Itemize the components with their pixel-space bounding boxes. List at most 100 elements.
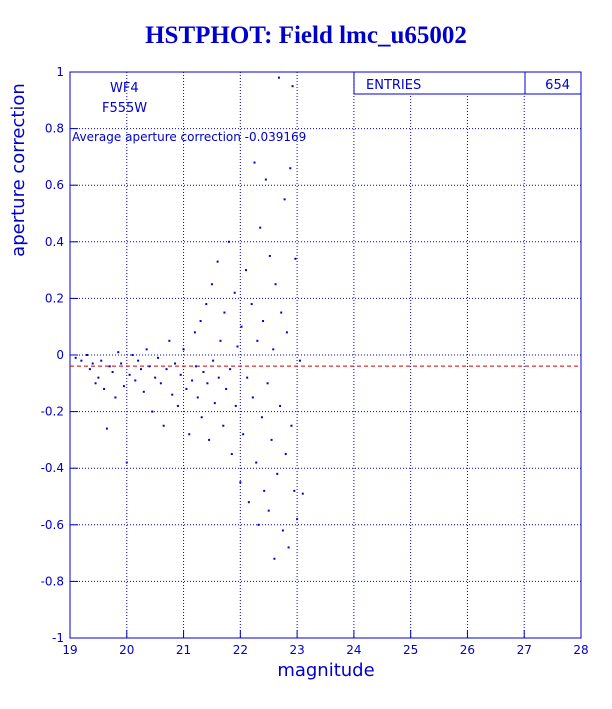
data-point xyxy=(193,331,196,334)
data-point xyxy=(268,254,271,257)
data-points xyxy=(74,76,304,560)
data-point xyxy=(273,557,276,560)
page-title: HSTPHOT: Field lmc_u65002 xyxy=(145,22,467,49)
x-tick-label: 19 xyxy=(62,643,77,657)
data-point xyxy=(227,240,230,243)
data-point xyxy=(200,416,203,419)
data-point xyxy=(257,523,260,526)
x-tick-label: 25 xyxy=(403,643,418,657)
data-point xyxy=(283,198,286,201)
y-tick-label: 1 xyxy=(56,65,64,79)
data-point xyxy=(251,396,254,399)
data-point xyxy=(182,348,185,351)
data-point xyxy=(195,365,198,368)
data-point xyxy=(242,433,245,436)
filter-label: F555W xyxy=(102,101,147,116)
data-point xyxy=(86,354,89,356)
data-point xyxy=(217,376,220,379)
data-point xyxy=(281,529,284,532)
y-tick-label: 0.8 xyxy=(45,122,64,136)
data-point xyxy=(205,303,208,306)
x-tick-label: 26 xyxy=(460,643,475,657)
data-point xyxy=(159,382,162,385)
data-point xyxy=(108,365,111,368)
data-point xyxy=(157,356,160,359)
data-point xyxy=(277,76,280,79)
data-point xyxy=(188,433,191,436)
x-tick-label: 28 xyxy=(573,643,588,657)
data-point xyxy=(255,461,258,464)
y-tick-label: -0.4 xyxy=(41,461,64,475)
y-tick-label: -0.6 xyxy=(41,518,64,532)
data-point xyxy=(94,382,97,385)
data-point xyxy=(225,387,228,390)
data-point xyxy=(272,348,275,351)
y-tick-label: -1 xyxy=(52,631,64,645)
data-point xyxy=(148,365,151,368)
data-point xyxy=(233,291,236,294)
data-point xyxy=(208,438,211,441)
data-point xyxy=(122,385,125,388)
data-point xyxy=(199,320,202,323)
data-point xyxy=(290,424,293,427)
data-point xyxy=(162,424,165,427)
data-point xyxy=(74,356,77,359)
data-point xyxy=(145,348,148,351)
data-point xyxy=(250,303,253,306)
data-point xyxy=(236,345,239,348)
data-point xyxy=(270,438,273,441)
axis-ticks xyxy=(69,71,582,639)
data-point xyxy=(117,351,120,354)
y-tick-label: -0.2 xyxy=(41,405,64,419)
data-point xyxy=(196,396,199,399)
x-tick-label: 22 xyxy=(233,643,248,657)
data-point xyxy=(287,546,290,549)
x-axis-label: magnitude xyxy=(277,660,374,681)
data-point xyxy=(239,481,242,484)
data-point xyxy=(216,260,219,263)
data-point xyxy=(185,387,188,390)
data-point xyxy=(111,370,114,373)
data-point xyxy=(125,461,128,464)
entries-value: 654 xyxy=(545,78,570,93)
y-tick-label: 0.4 xyxy=(45,235,64,249)
data-point xyxy=(114,396,117,399)
data-point xyxy=(165,368,168,371)
grid-lines xyxy=(70,72,581,638)
data-point xyxy=(266,382,269,385)
data-point xyxy=(137,359,140,362)
y-tick-label: 0 xyxy=(56,348,64,362)
data-point xyxy=(298,359,301,362)
data-point xyxy=(131,354,134,356)
data-point xyxy=(294,257,297,260)
data-point xyxy=(222,424,225,427)
data-point xyxy=(253,161,256,164)
data-point xyxy=(80,359,83,362)
data-point xyxy=(134,379,137,382)
data-point xyxy=(279,404,282,407)
data-point xyxy=(240,325,243,328)
data-point xyxy=(223,311,226,314)
y-tick-labels: 1 0.8 0.6 0.4 0.2 0 -0.2 -0.4 -0.6 -0.8 -1 xyxy=(41,65,64,645)
stats-box-frame xyxy=(353,71,582,95)
data-point xyxy=(267,509,270,512)
data-point xyxy=(289,167,292,170)
y-tick-label: 0.2 xyxy=(45,291,64,305)
data-point xyxy=(230,453,233,456)
data-point xyxy=(296,518,299,521)
x-tick-label: 20 xyxy=(119,643,134,657)
data-point xyxy=(88,368,91,371)
data-point xyxy=(276,472,279,475)
y-tick-label: 0.6 xyxy=(45,178,64,192)
data-point xyxy=(212,359,215,362)
data-point xyxy=(103,387,106,390)
data-point xyxy=(259,226,262,229)
x-tick-label: 23 xyxy=(289,643,304,657)
x-tick-label: 24 xyxy=(346,643,361,657)
data-point xyxy=(120,362,123,365)
data-point xyxy=(213,402,216,405)
data-point xyxy=(97,376,100,379)
data-point xyxy=(171,393,174,396)
